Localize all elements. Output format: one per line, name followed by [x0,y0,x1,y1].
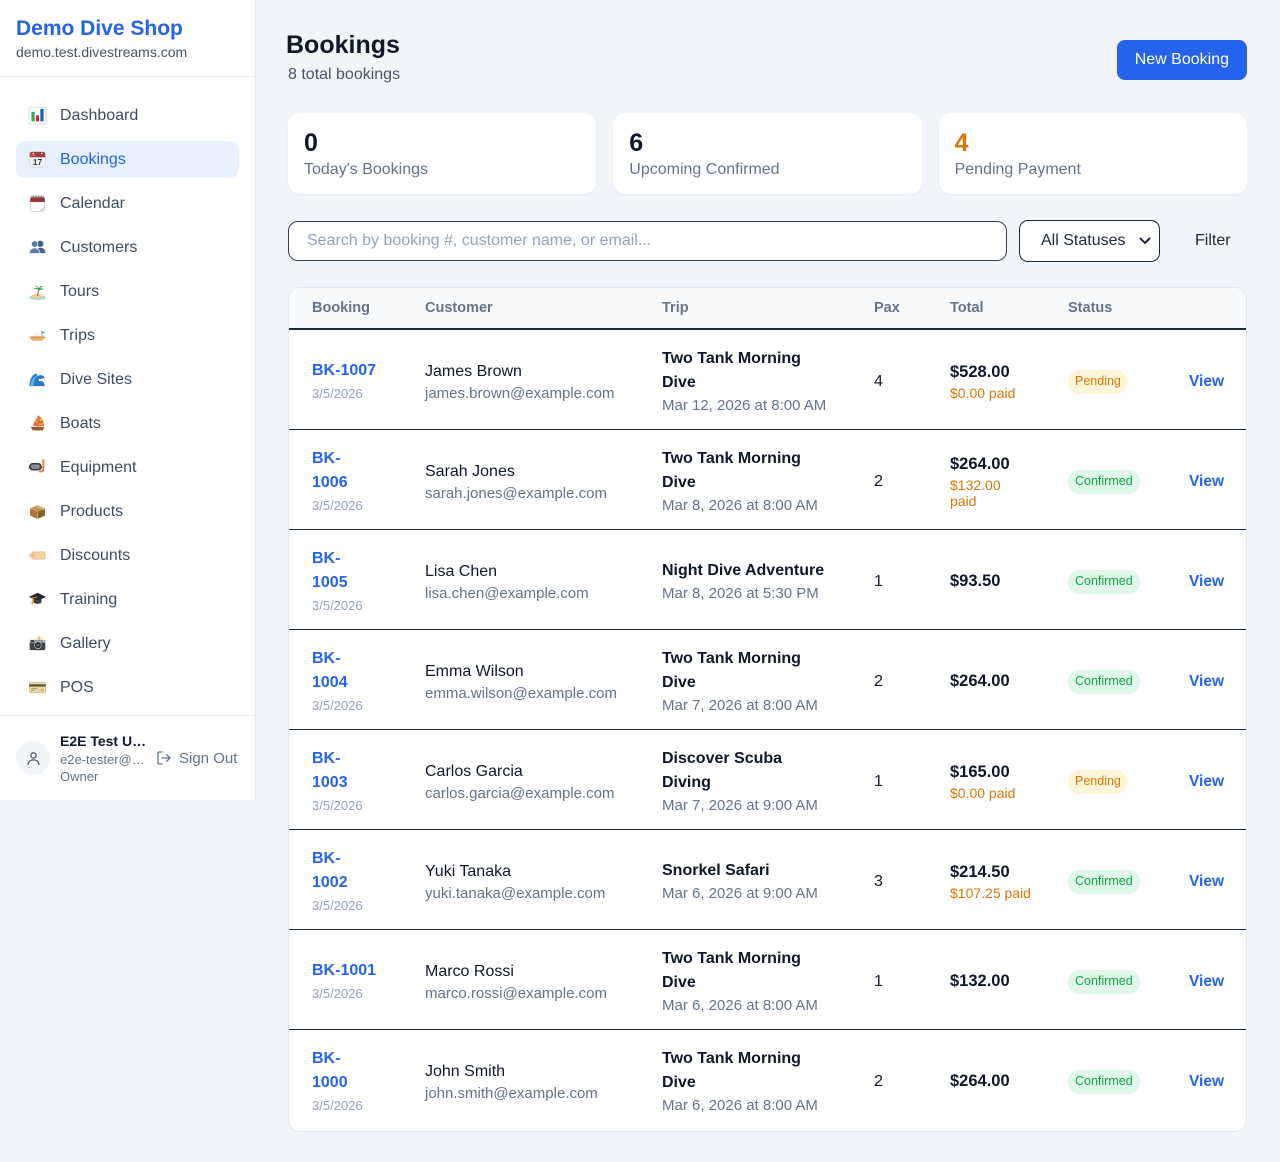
svg-text:17: 17 [33,157,43,167]
